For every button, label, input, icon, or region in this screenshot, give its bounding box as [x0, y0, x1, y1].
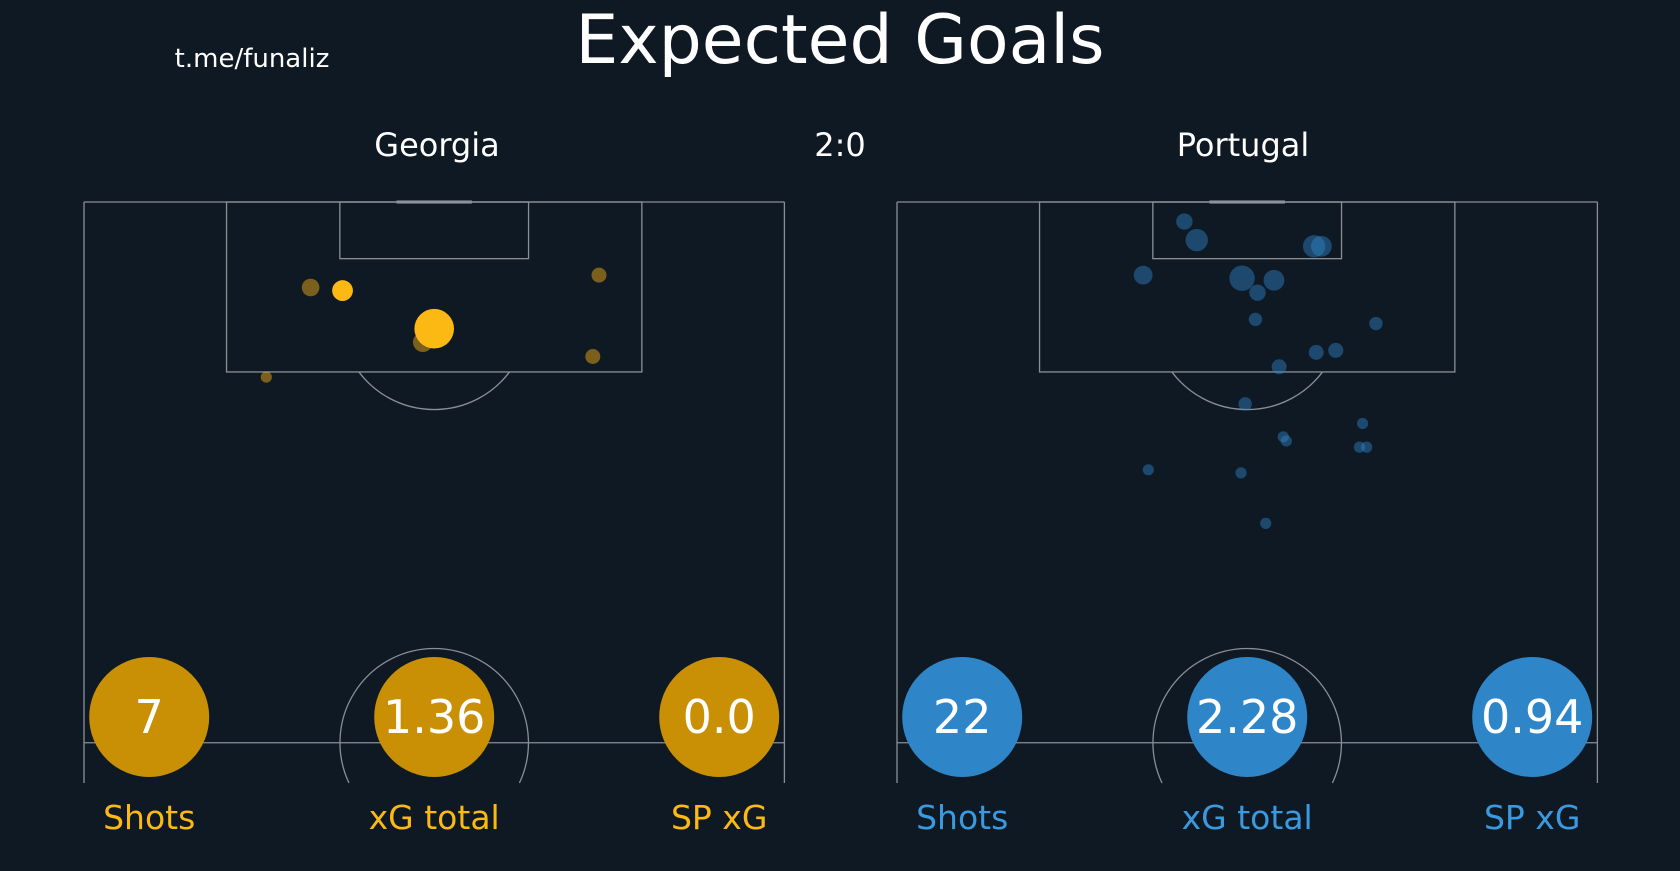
- home-stat-xg-total: 1.36 xG total: [369, 657, 500, 837]
- away-stat-shots: 22 Shots: [902, 657, 1023, 837]
- away-stat-value: 2.28: [1196, 690, 1298, 744]
- away-shot-point: [1277, 431, 1289, 443]
- home-stat-value: 7: [135, 690, 164, 744]
- away-penalty-arc: [1171, 371, 1324, 411]
- away-stat-label: SP xG: [1484, 798, 1580, 837]
- away-shot-point: [1369, 316, 1383, 331]
- away-shot-point: [1361, 441, 1373, 453]
- away-stat-bubble: [1187, 657, 1308, 777]
- away-shot-point: [1229, 265, 1255, 291]
- home-shot-map: Georgia 7 Shots 1.36 xG total 0.0 SP xG: [83, 126, 786, 837]
- home-stat-label: SP xG: [671, 798, 767, 837]
- away-shot-point: [1308, 344, 1324, 360]
- page-title: Expected Goals: [575, 1, 1104, 80]
- home-shot-point: [332, 280, 353, 301]
- away-shot-point: [1271, 359, 1287, 375]
- away-stat-value: 0.94: [1481, 690, 1583, 744]
- home-centre-circle: [339, 647, 530, 784]
- away-shot-point: [1133, 265, 1153, 285]
- away-stat-label: xG total: [1182, 798, 1313, 837]
- home-shots: [260, 267, 607, 383]
- home-stat-label: xG total: [369, 798, 500, 837]
- away-shot-map: Portugal 22 Shots 2.28 xG total 0.94 SP xG: [896, 126, 1599, 837]
- away-shot-point: [1238, 397, 1252, 411]
- away-stat-label: Shots: [916, 798, 1008, 837]
- away-shot-point: [1328, 342, 1344, 358]
- home-stat-sp-xg: 0.0 SP xG: [659, 657, 780, 837]
- away-stat-xg-total: 2.28 xG total: [1182, 657, 1313, 837]
- away-six-yard-box: [1152, 201, 1343, 260]
- home-stat-bubble: [659, 657, 780, 777]
- away-shot-point: [1260, 517, 1272, 529]
- away-shot-point: [1185, 228, 1208, 252]
- away-shot-point: [1249, 284, 1266, 301]
- away-shots: [1133, 213, 1383, 529]
- home-stat-shots: 7 Shots: [89, 657, 210, 837]
- home-shot-point: [301, 278, 320, 297]
- home-shot-point: [260, 371, 272, 383]
- home-stat-value: 1.36: [383, 690, 485, 744]
- away-shot-point: [1310, 235, 1332, 257]
- home-stat-bubble: [89, 657, 210, 777]
- home-stat-bubble: [374, 657, 495, 777]
- away-stat-bubble: [902, 657, 1023, 777]
- away-centre-circle: [1152, 647, 1343, 784]
- away-shot-point: [1235, 467, 1247, 479]
- away-shot-point: [1142, 464, 1154, 476]
- home-shot-point: [414, 308, 455, 349]
- home-shot-point: [412, 332, 433, 352]
- home-shot-point: [591, 267, 607, 283]
- match-score: 2:0: [814, 126, 866, 164]
- channel-handle: t.me/funaliz: [175, 44, 330, 74]
- home-team-name: Georgia: [374, 126, 499, 164]
- home-shot-point: [585, 349, 601, 364]
- away-shot-point: [1176, 213, 1193, 230]
- away-stat-value: 22: [933, 690, 992, 744]
- away-stat-bubble: [1472, 657, 1593, 777]
- away-shot-point: [1353, 441, 1366, 453]
- away-shot-point: [1248, 312, 1263, 327]
- away-stat-sp-xg: 0.94 SP xG: [1472, 657, 1593, 837]
- home-penalty-arc: [358, 371, 511, 411]
- away-shot-point: [1302, 235, 1326, 258]
- home-stat-value: 0.0: [683, 690, 756, 744]
- home-six-yard-box: [339, 201, 530, 260]
- away-shot-point: [1356, 417, 1369, 430]
- home-stat-label: Shots: [103, 798, 195, 837]
- away-shot-point: [1263, 269, 1285, 291]
- away-shot-point: [1280, 435, 1292, 447]
- away-team-name: Portugal: [1177, 126, 1310, 164]
